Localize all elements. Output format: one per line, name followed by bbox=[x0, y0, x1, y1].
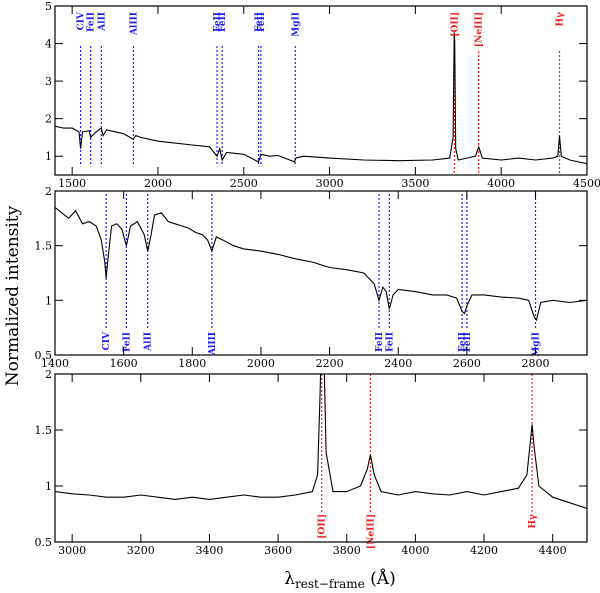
emission-label: [OII] bbox=[450, 12, 460, 37]
x-axis-title: λrest−frame (Å) bbox=[284, 568, 395, 591]
x-tick-label: 4400 bbox=[539, 544, 567, 557]
panel-frame bbox=[54, 190, 588, 356]
y-tick-label: 5 bbox=[45, 0, 52, 13]
absorption-label: MgII bbox=[291, 12, 301, 37]
x-tick-label: 3600 bbox=[264, 544, 292, 557]
panel-frame bbox=[54, 373, 588, 543]
x-axis-title-unit: (Å) bbox=[365, 568, 396, 589]
emission-label: [OII] bbox=[318, 514, 328, 539]
x-tick-label: 3500 bbox=[401, 177, 429, 190]
absorption-label: FeII bbox=[255, 12, 265, 32]
x-tick-label: 1600 bbox=[110, 357, 138, 370]
x-tick-label: 4500 bbox=[573, 177, 600, 190]
x-tick-label: 4000 bbox=[401, 544, 429, 557]
y-tick-label: 1 bbox=[45, 150, 52, 163]
panel-frame bbox=[54, 5, 588, 176]
x-axis-title-lambda: λ bbox=[284, 569, 295, 589]
x-tick-label: 1800 bbox=[178, 357, 206, 370]
y-tick-label: 1 bbox=[45, 294, 52, 307]
spectrum-line bbox=[55, 32, 587, 165]
y-tick-label: 2 bbox=[45, 113, 52, 126]
emission-label: Hγ bbox=[528, 514, 538, 529]
y-tick-label: 3 bbox=[45, 75, 52, 88]
x-tick-label: 3000 bbox=[316, 177, 344, 190]
absorption-label: FeII bbox=[218, 12, 228, 32]
absorption-label: AlII bbox=[97, 12, 107, 32]
y-tick-label: 1 bbox=[45, 480, 52, 493]
x-tick-label: 2000 bbox=[247, 357, 275, 370]
x-tick-label: 3200 bbox=[127, 544, 155, 557]
absorption-label: CIV bbox=[102, 331, 112, 350]
x-axis-title-subscript: rest−frame bbox=[295, 577, 365, 591]
y-axis-title: Normalized intensity bbox=[3, 205, 23, 386]
absorption-label: AlIII bbox=[208, 332, 218, 356]
absorption-label: FeII bbox=[458, 332, 468, 352]
x-tick-label: 1400 bbox=[41, 357, 69, 370]
emission-label: [NeIII] bbox=[475, 12, 485, 47]
y-tick-label: 2 bbox=[45, 185, 52, 198]
absorption-label: FeII bbox=[87, 12, 97, 32]
y-tick-label: 4 bbox=[45, 38, 52, 51]
x-tick-label: 4200 bbox=[470, 544, 498, 557]
x-tick-label: 2600 bbox=[453, 357, 481, 370]
absorption-label: FeII bbox=[257, 12, 267, 32]
spectrum-line bbox=[55, 206, 587, 322]
y-tick-label: 1.5 bbox=[35, 240, 53, 253]
emission-label: Hγ bbox=[556, 12, 566, 27]
y-tick-label: 1.5 bbox=[35, 424, 53, 437]
x-tick-label: 2500 bbox=[230, 177, 258, 190]
absorption-label: FeII bbox=[463, 332, 473, 352]
spectrum-line bbox=[55, 374, 587, 509]
x-tick-label: 3000 bbox=[58, 544, 86, 557]
absorption-label: MgII bbox=[532, 332, 542, 357]
x-tick-label: 1500 bbox=[58, 177, 86, 190]
emission-label: [NeIII] bbox=[366, 514, 376, 549]
absorption-label: CIV bbox=[77, 11, 87, 30]
absorption-label: FeII bbox=[122, 332, 132, 352]
y-tick-label: 0.5 bbox=[35, 536, 53, 549]
x-tick-label: 3400 bbox=[195, 544, 223, 557]
y-tick-label: 2 bbox=[45, 368, 52, 381]
absorption-label: FeII bbox=[375, 332, 385, 352]
y-tick-label: 0.5 bbox=[35, 349, 53, 362]
x-tick-label: 2400 bbox=[384, 357, 412, 370]
panel-optical-zoom: [OII] [NeIII] Hγ 3000 3200 3400 3600 3800 4000 42… bbox=[35, 368, 588, 557]
x-tick-label: 4000 bbox=[487, 177, 515, 190]
x-tick-label: 2000 bbox=[144, 177, 172, 190]
x-tick-label: 2800 bbox=[522, 357, 550, 370]
absorption-label: AlIII bbox=[129, 12, 139, 36]
absorption-label: AlII bbox=[144, 332, 154, 352]
absorption-label: FeII bbox=[385, 332, 395, 352]
x-tick-label: 2200 bbox=[316, 357, 344, 370]
x-tick-label: 3800 bbox=[333, 544, 361, 557]
absorption-label: FeII bbox=[213, 12, 223, 32]
